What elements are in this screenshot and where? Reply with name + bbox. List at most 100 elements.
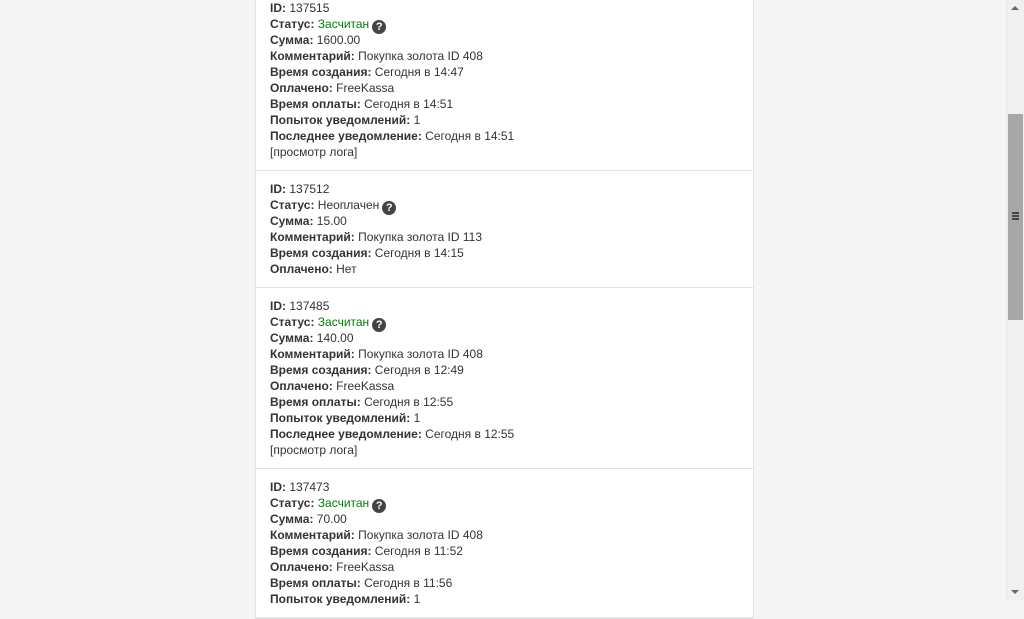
vertical-scrollbar[interactable] — [1006, 0, 1024, 600]
field-label: ID: — [270, 182, 286, 196]
field-value: Засчитан — [317, 496, 370, 510]
field-value: FreeKassa — [336, 81, 395, 95]
field-label: Попыток уведомлений: — [270, 592, 411, 606]
help-icon[interactable]: ? — [372, 20, 387, 34]
help-icon[interactable]: ? — [382, 201, 397, 215]
field-label: Комментарий: — [270, 347, 355, 361]
field-label: Попыток уведомлений: — [270, 113, 411, 127]
field-label: Время оплаты: — [270, 395, 361, 409]
field-value: Сегодня в 14:51 — [425, 129, 515, 143]
field-value: Покупка золота ID 113 — [358, 230, 483, 244]
field-value: Засчитан — [317, 315, 370, 329]
field-id: ID: 137485 — [270, 298, 739, 314]
field-status: Статус: Неоплачен? — [270, 197, 739, 215]
field-label: Статус: — [270, 496, 315, 510]
field-value: Сегодня в 14:51 — [364, 97, 454, 111]
field-last-notify: Последнее уведомление: Сегодня в 14:51 — [270, 128, 739, 144]
field-status: Статус: Засчитан? — [270, 16, 739, 34]
field-label: Комментарий: — [270, 528, 355, 542]
field-value: FreeKassa — [336, 379, 395, 393]
field-label: Время создания: — [270, 65, 372, 79]
field-value: Сегодня в 12:55 — [364, 395, 454, 409]
field-created: Время создания: Сегодня в 11:52 — [270, 543, 739, 559]
field-label: Попыток уведомлений: — [270, 411, 411, 425]
field-value: Покупка золота ID 408 — [358, 347, 483, 361]
field-label: Комментарий: — [270, 49, 355, 63]
field-created: Время создания: Сегодня в 14:47 — [270, 64, 739, 80]
payments-list: ID: 137515 Статус: Засчитан? Сумма: 1600.0… — [255, 0, 754, 619]
field-paid: Оплачено: Нет — [270, 261, 739, 277]
field-label: Сумма: — [270, 214, 314, 228]
field-label: ID: — [270, 480, 286, 494]
field-value: Сегодня в 12:55 — [425, 427, 515, 441]
field-id: ID: 137515 — [270, 0, 739, 16]
help-icon[interactable]: ? — [372, 318, 387, 332]
field-id: ID: 137473 — [270, 479, 739, 495]
field-label: Время оплаты: — [270, 97, 361, 111]
field-value: 15.00 — [316, 214, 347, 228]
field-label: Оплачено: — [270, 379, 333, 393]
field-value: 140.00 — [316, 331, 354, 345]
field-sum: Сумма: 70.00 — [270, 511, 739, 527]
field-label: Время создания: — [270, 246, 372, 260]
field-label: ID: — [270, 1, 286, 15]
view-log-link[interactable]: [просмотр лога] — [270, 443, 358, 457]
field-sum: Сумма: 140.00 — [270, 330, 739, 346]
field-paid-time: Время оплаты: Сегодня в 12:55 — [270, 394, 739, 410]
payment-item: ID: 137485 Статус: Засчитан? Сумма: 140.00… — [256, 288, 753, 469]
field-value: Сегодня в 14:15 — [374, 246, 464, 260]
field-label: Последнее уведомление: — [270, 427, 422, 441]
field-value: FreeKassa — [336, 560, 395, 574]
field-value: Сегодня в 12:49 — [374, 363, 464, 377]
field-label: Оплачено: — [270, 81, 333, 95]
field-comment: Комментарий: Покупка золота ID 113 — [270, 229, 739, 245]
field-comment: Комментарий: Покупка золота ID 408 — [270, 527, 739, 543]
field-label: Время создания: — [270, 363, 372, 377]
grip-icon — [1012, 212, 1019, 214]
field-sum: Сумма: 15.00 — [270, 213, 739, 229]
field-paid: Оплачено: FreeKassa — [270, 80, 739, 96]
field-label: Комментарий: — [270, 230, 355, 244]
field-value: 1 — [413, 592, 421, 606]
field-value: 137512 — [289, 182, 330, 196]
field-value: Нет — [336, 262, 357, 276]
field-label: Сумма: — [270, 33, 314, 47]
field-status: Статус: Засчитан? — [270, 495, 739, 513]
scrollbar-thumb[interactable] — [1008, 114, 1023, 320]
field-value: Сегодня в 14:47 — [374, 65, 464, 79]
field-label: Сумма: — [270, 512, 314, 526]
field-paid: Оплачено: FreeKassa — [270, 559, 739, 575]
field-value: Засчитан — [317, 17, 370, 31]
field-label: Последнее уведомление: — [270, 129, 422, 143]
field-label: Сумма: — [270, 331, 314, 345]
payment-item: ID: 137515 Статус: Засчитан? Сумма: 1600.0… — [256, 0, 753, 171]
field-attempts: Попыток уведомлений: 1 — [270, 112, 739, 128]
field-label: ID: — [270, 299, 286, 313]
field-value: Покупка золота ID 408 — [358, 49, 483, 63]
field-value: 70.00 — [316, 512, 347, 526]
field-created: Время создания: Сегодня в 12:49 — [270, 362, 739, 378]
field-value: Неоплачен — [317, 198, 380, 212]
field-value: 1 — [413, 411, 421, 425]
field-attempts: Попыток уведомлений: 1 — [270, 410, 739, 426]
field-value: 137473 — [289, 480, 330, 494]
field-label: Оплачено: — [270, 560, 333, 574]
field-status: Статус: Засчитан? — [270, 314, 739, 332]
field-attempts: Попыток уведомлений: 1 — [270, 591, 739, 607]
field-value: Сегодня в 11:52 — [374, 544, 463, 558]
field-value: Покупка золота ID 408 — [358, 528, 483, 542]
field-comment: Комментарий: Покупка золота ID 408 — [270, 48, 739, 64]
scroll-up-arrow-icon[interactable] — [1011, 6, 1019, 10]
field-comment: Комментарий: Покупка золота ID 408 — [270, 346, 739, 362]
help-icon[interactable]: ? — [372, 499, 387, 513]
payment-item: ID: 137473 Статус: Засчитан? Сумма: 70.00 К… — [256, 469, 753, 618]
field-value: 137515 — [289, 1, 330, 15]
field-paid-time: Время оплаты: Сегодня в 11:56 — [270, 575, 739, 591]
field-label: Время создания: — [270, 544, 372, 558]
payment-item: ID: 137512 Статус: Неоплачен? Сумма: 15.00… — [256, 171, 753, 288]
scroll-down-arrow-icon[interactable] — [1011, 590, 1019, 594]
field-label: Статус: — [270, 315, 315, 329]
view-log-link[interactable]: [просмотр лога] — [270, 145, 358, 159]
field-created: Время создания: Сегодня в 14:15 — [270, 245, 739, 261]
field-label: Время оплаты: — [270, 576, 361, 590]
